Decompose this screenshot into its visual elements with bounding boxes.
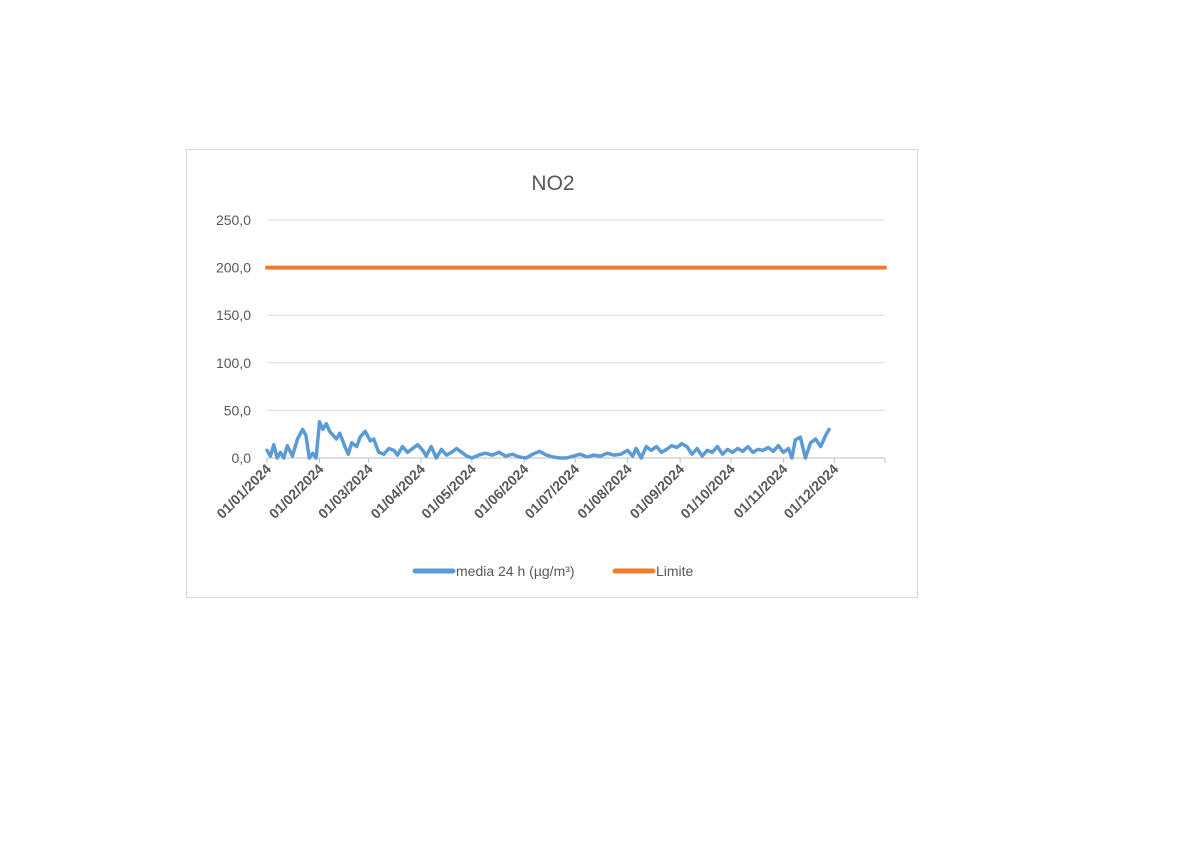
x-tick-label: 01/12/2024	[780, 461, 841, 522]
y-tick-label: 0,0	[232, 450, 252, 466]
x-tick-label: 01/08/2024	[574, 461, 635, 522]
y-tick-label: 50,0	[224, 402, 251, 418]
gridlines	[267, 219, 885, 411]
series-line-media	[265, 420, 831, 460]
chart-container: NO2 0,0 50,0 100,0 150,0 200,0 250,0 01/01/20…	[186, 149, 918, 598]
legend-label-media: media 24 h (µg/m³)	[456, 563, 575, 579]
legend-label-limite: Limite	[656, 563, 694, 579]
y-tick-label: 150,0	[216, 307, 251, 323]
chart-title: NO2	[531, 172, 574, 195]
x-axis-ticks: 01/01/202401/02/202401/03/202401/04/2024…	[213, 461, 841, 522]
y-axis-ticks: 0,0 50,0 100,0 150,0 200,0 250,0	[216, 212, 251, 466]
y-tick-label: 200,0	[216, 260, 251, 276]
y-tick-label: 100,0	[216, 355, 251, 371]
legend: media 24 h (µg/m³) Limite	[412, 563, 694, 579]
x-tick-label: 01/05/2024	[418, 461, 479, 522]
no2-line-chart: NO2 0,0 50,0 100,0 150,0 200,0 250,0 01/01/20…	[213, 172, 887, 579]
series-lines	[265, 265, 887, 460]
x-tick-label: 01/07/2024	[521, 461, 582, 522]
x-tick-label: 01/10/2024	[677, 461, 738, 522]
y-tick-label: 250,0	[216, 212, 251, 228]
x-tick-label: 01/01/2024	[213, 461, 274, 522]
